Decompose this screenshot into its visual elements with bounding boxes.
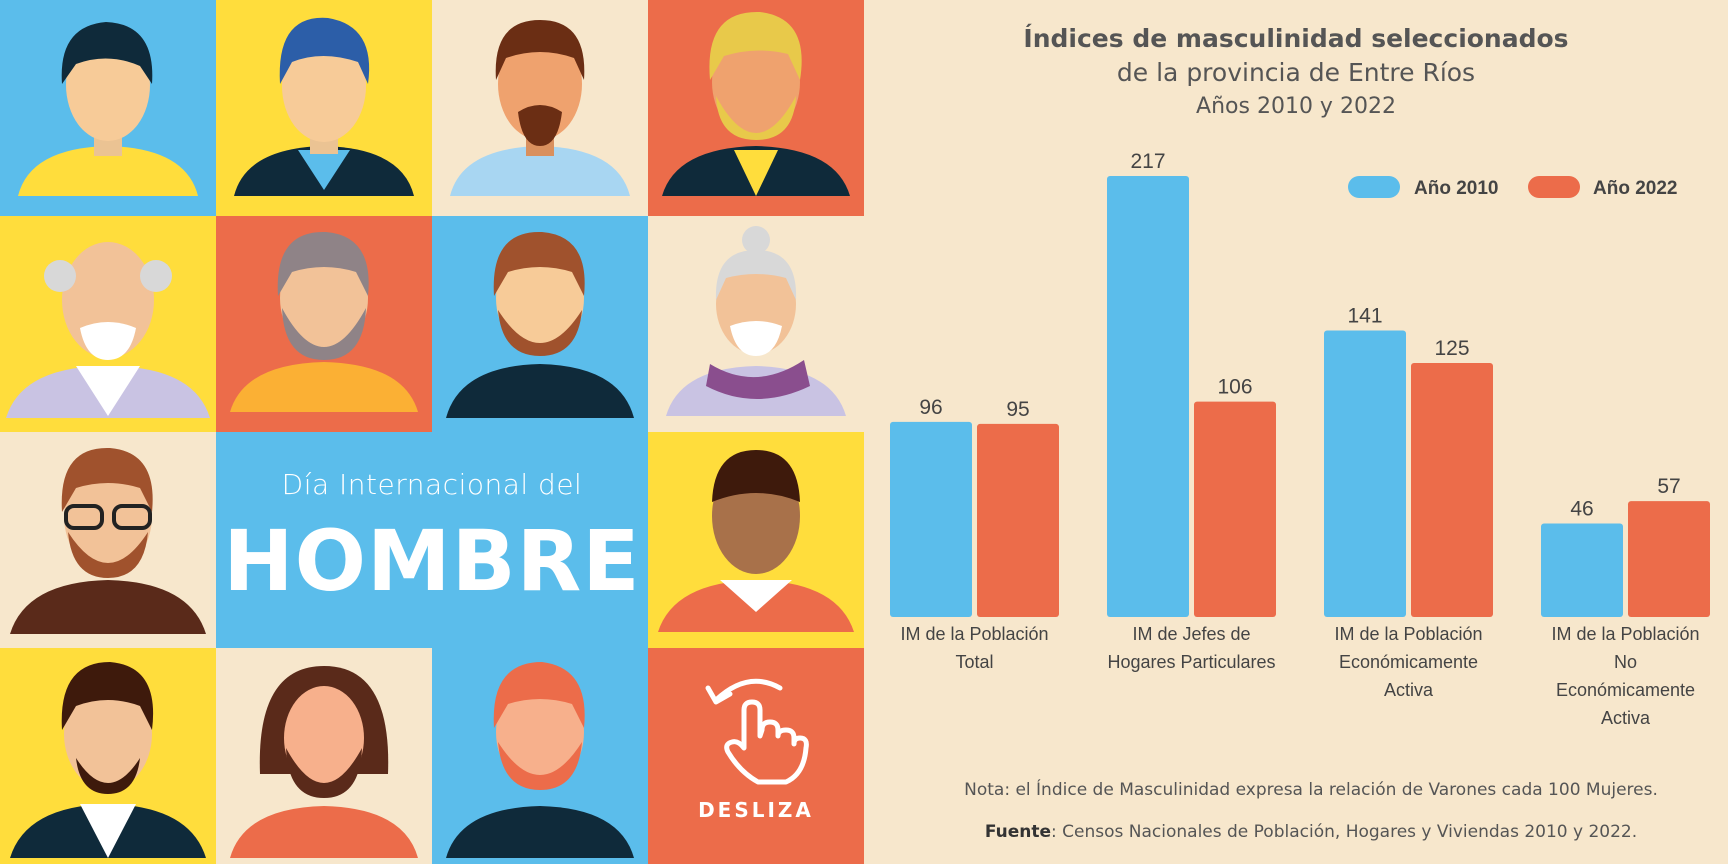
avatar-tile <box>216 0 432 216</box>
chart-years: Años 2010 y 2022 <box>1196 94 1396 119</box>
swipe-hand-icon <box>705 678 809 785</box>
legend-swatch <box>1528 176 1580 198</box>
legend-label: Año 2010 <box>1414 178 1498 199</box>
footnote: Nota: el Índice de Masculinidad expresa … <box>964 780 1658 800</box>
man-avatar-icon <box>658 450 854 632</box>
category-label: IM de la Población <box>1334 624 1482 644</box>
day-label: Día Internacional del <box>281 468 583 501</box>
long-hair-man-avatar-icon <box>230 666 418 858</box>
avatar-tile <box>648 0 864 216</box>
category-label: IM de Jefes de <box>1132 624 1250 644</box>
bar-value-label: 141 <box>1347 304 1382 327</box>
avatar-tile <box>216 216 432 432</box>
category-label: Total <box>955 652 993 672</box>
avatar-tile <box>432 216 648 432</box>
bar-2022 <box>1194 401 1276 617</box>
avatar-tile <box>0 0 216 216</box>
bar-2022 <box>977 423 1059 617</box>
bar-2010 <box>1324 330 1406 617</box>
bar-value-label: 46 <box>1570 498 1593 521</box>
elderly-man-avatar-icon <box>6 242 210 418</box>
source-label: Fuente <box>984 822 1052 842</box>
category-label: No <box>1614 652 1637 672</box>
man-avatar-icon <box>446 231 634 418</box>
category-label: Hogares Particulares <box>1107 652 1275 672</box>
man-avatar-icon <box>662 11 850 196</box>
bar-value-label: 217 <box>1130 150 1165 173</box>
bar-2010 <box>1541 523 1623 617</box>
avatar-grid: Día Internacional del HOMBRE DESLIZA <box>0 0 864 864</box>
category-label: IM de la Población <box>1551 624 1699 644</box>
swipe-button[interactable]: DESLIZA <box>648 648 864 864</box>
avatar-tile <box>432 648 648 864</box>
man-avatar-icon <box>10 662 206 858</box>
avatar-tile <box>0 216 216 432</box>
bar-value-label: 95 <box>1006 398 1029 421</box>
man-avatar-icon <box>18 22 198 196</box>
category-label: Activa <box>1601 708 1651 728</box>
bar-2010 <box>890 421 972 617</box>
bar-value-label: 125 <box>1434 337 1469 360</box>
avatar-tile <box>432 0 648 216</box>
man-avatar-icon <box>234 17 414 196</box>
bar-2022 <box>1411 362 1493 617</box>
swipe-label: DESLIZA <box>698 798 814 822</box>
avatar-tile <box>0 648 216 864</box>
man-avatar-icon <box>230 231 418 412</box>
category-label: Económicamente <box>1339 652 1478 672</box>
avatar-tile <box>0 432 216 648</box>
category-label: IM de la Población <box>900 624 1048 644</box>
man-with-glasses-avatar-icon <box>10 447 206 634</box>
avatar-tile <box>648 432 864 648</box>
source-text: : Censos Nacionales de Población, Hogare… <box>1051 822 1638 842</box>
avatar-tile <box>648 216 864 432</box>
bar-value-label: 106 <box>1217 376 1252 399</box>
chart-title: Índices de masculinidad seleccionados <box>1023 24 1569 53</box>
bar-2022 <box>1628 501 1710 617</box>
bar-chart: 96 95 IM de la Población Total 217 106 IM de J… <box>890 150 1710 728</box>
title-block: Día Internacional del HOMBRE <box>216 432 648 648</box>
legend-swatch <box>1348 176 1400 198</box>
bar-2010 <box>1107 176 1189 617</box>
chart-panel: Índices de masculinidad seleccionados de… <box>864 0 1728 864</box>
man-avatar-icon <box>450 20 630 196</box>
day-title: HOMBRE <box>223 512 641 610</box>
category-label: Económicamente <box>1556 680 1695 700</box>
bar-value-label: 57 <box>1657 475 1680 498</box>
avatar-tile <box>216 648 432 864</box>
man-avatar-icon <box>446 662 634 858</box>
elderly-man-avatar-icon <box>666 226 846 416</box>
category-label: Activa <box>1384 680 1434 700</box>
source-line: Fuente: Censos Nacionales de Población, … <box>864 822 1728 842</box>
legend-label: Año 2022 <box>1593 178 1677 199</box>
chart-subtitle: de la provincia de Entre Ríos <box>1116 58 1476 87</box>
bar-value-label: 96 <box>919 396 942 419</box>
